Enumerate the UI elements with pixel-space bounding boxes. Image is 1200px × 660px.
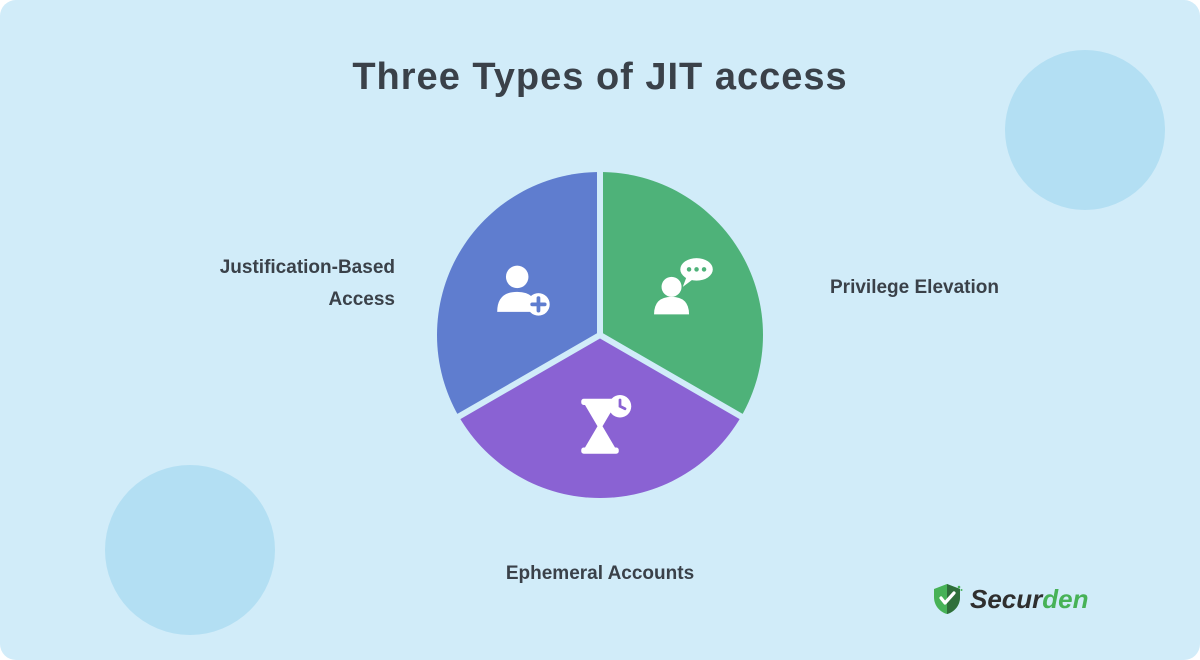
label-ephemeral: Ephemeral Accounts [440, 558, 760, 590]
brand-text-alt: den [1042, 584, 1088, 614]
infographic-canvas: Three Types of JIT access [0, 0, 1200, 660]
brand-text: Securden [970, 584, 1089, 615]
page-title: Three Types of JIT access [0, 56, 1200, 99]
label-justification: Justification-BasedAccess [155, 252, 395, 316]
shield-check-icon [930, 582, 964, 616]
brand-text-main: Secur [970, 584, 1042, 614]
label-privilege: Privilege Elevation [830, 272, 1090, 304]
brand-logo: Securden [930, 582, 1089, 616]
jit-pie-chart [427, 162, 773, 513]
bg-accent-circle-2 [105, 465, 275, 635]
jit-pie-svg [427, 162, 773, 508]
